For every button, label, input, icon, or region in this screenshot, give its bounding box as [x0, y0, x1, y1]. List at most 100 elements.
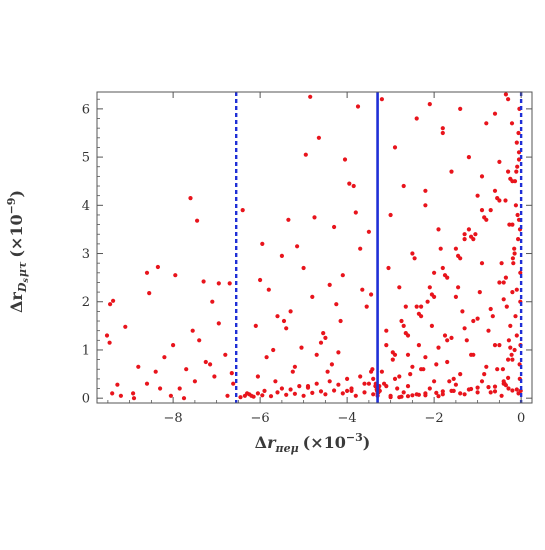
data-point: [336, 382, 341, 387]
data-point: [384, 384, 389, 389]
y-axis-title-subscript-sub: s: [20, 278, 30, 283]
data-point: [325, 369, 330, 374]
data-point: [492, 384, 498, 389]
data-point: [379, 369, 384, 374]
data-point: [405, 384, 411, 389]
data-point: [111, 298, 116, 303]
data-point: [353, 393, 358, 398]
x-axis-title-exponent: −3: [346, 431, 363, 444]
data-point: [506, 357, 511, 362]
data-point: [495, 196, 500, 201]
y-tick-label: 6: [82, 102, 90, 117]
data-point: [181, 396, 187, 401]
data-point: [216, 321, 221, 326]
data-point: [510, 256, 515, 261]
data-point: [492, 188, 498, 193]
data-point: [479, 208, 485, 213]
data-point: [434, 390, 439, 395]
data-point: [173, 273, 178, 278]
data-point: [399, 394, 404, 399]
data-point: [329, 362, 334, 367]
data-point: [323, 392, 328, 397]
data-point: [401, 323, 406, 328]
data-point: [336, 350, 341, 355]
data-point: [177, 386, 182, 391]
data-point: [475, 390, 480, 395]
data-point: [492, 343, 498, 348]
data-point: [473, 232, 478, 237]
data-point: [268, 394, 274, 399]
data-point: [334, 302, 339, 307]
data-point: [255, 391, 260, 396]
plot-frame: [96, 91, 533, 404]
data-point: [364, 304, 369, 309]
data-point: [425, 299, 430, 304]
data-point: [184, 367, 189, 372]
data-point: [397, 285, 402, 290]
data-point: [115, 382, 120, 387]
data-point: [297, 384, 302, 389]
axis-ticks: −8 −6 −4 −2 0 0 1 2 3 4 5 6: [82, 92, 532, 426]
data-point: [255, 374, 260, 379]
data-point: [388, 395, 393, 400]
data-point: [501, 280, 506, 285]
data-point: [471, 318, 476, 324]
data-point: [486, 328, 491, 333]
data-point: [412, 256, 417, 261]
y-axis-title: ΔrDsμτ (×10−9): [5, 190, 30, 313]
data-point: [310, 390, 315, 395]
data-point: [275, 314, 280, 319]
data-point: [516, 130, 521, 136]
data-point: [371, 376, 376, 381]
data-point: [442, 273, 448, 278]
data-point: [440, 126, 445, 131]
data-point: [340, 273, 345, 278]
data-point: [414, 116, 419, 121]
data-point: [490, 314, 495, 319]
x-axis-title-prefix: Δ: [255, 433, 267, 452]
data-point: [171, 343, 176, 348]
data-point: [345, 388, 350, 393]
data-point: [410, 364, 415, 369]
data-point: [197, 338, 202, 343]
data-point: [429, 323, 434, 328]
data-point: [108, 302, 113, 307]
x-axis-title-close: ): [363, 433, 371, 452]
data-point: [212, 374, 217, 379]
data-point: [506, 169, 511, 174]
data-point: [447, 379, 452, 384]
data-point: [332, 224, 337, 230]
data-point: [462, 326, 467, 331]
data-point: [264, 355, 269, 360]
data-point: [462, 392, 467, 397]
data-point: [266, 287, 271, 292]
data-point: [416, 343, 421, 348]
data-point: [440, 392, 445, 397]
data-point: [492, 389, 498, 394]
data-point: [355, 104, 361, 109]
x-axis-title: Δrπeμ (×10−3): [255, 431, 371, 455]
data-point: [506, 375, 511, 380]
x-tick-label: −8: [164, 411, 183, 426]
data-point: [312, 215, 317, 220]
data-point: [401, 183, 406, 189]
data-point: [242, 393, 247, 398]
data-point: [210, 299, 215, 304]
data-point: [303, 152, 308, 157]
data-point: [153, 369, 158, 374]
data-point: [514, 140, 519, 145]
data-point: [271, 347, 276, 353]
data-point: [499, 393, 504, 398]
data-point: [416, 392, 421, 397]
data-point: [131, 396, 137, 401]
y-tick-label: 5: [82, 151, 90, 166]
data-point: [466, 227, 471, 232]
data-point: [458, 372, 463, 377]
data-point: [144, 270, 150, 275]
data-point: [451, 376, 456, 381]
data-point: [423, 355, 428, 360]
data-point: [251, 394, 256, 399]
data-point: [453, 294, 458, 299]
y-tick-label: 4: [82, 199, 90, 214]
data-point: [144, 381, 150, 386]
